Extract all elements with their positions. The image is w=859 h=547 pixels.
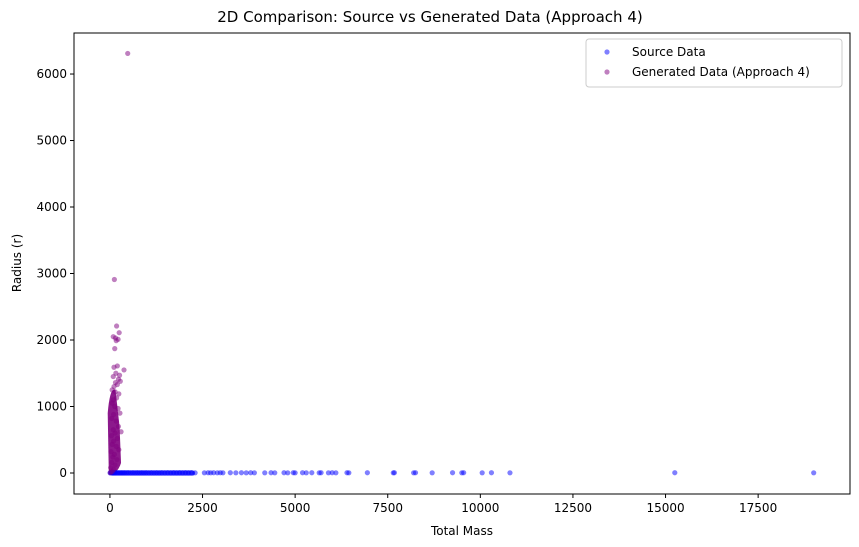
data-point [117, 410, 123, 416]
x-tick-label: 0 [106, 501, 114, 515]
data-point [268, 470, 274, 476]
data-point [116, 391, 122, 397]
x-tick-label: 7500 [372, 501, 403, 515]
y-axis-label: Radius (r) [10, 234, 24, 292]
data-point [117, 378, 123, 384]
legend-label-generated: Generated Data (Approach 4) [632, 65, 810, 79]
legend-marker-generated-icon [604, 69, 610, 75]
data-point [114, 457, 120, 463]
data-point [111, 276, 117, 283]
data-point [479, 470, 485, 476]
data-point [114, 435, 120, 442]
y-tick-label: 2000 [36, 333, 67, 347]
data-point [201, 470, 207, 476]
data-point [672, 470, 678, 476]
data-point [111, 411, 117, 418]
data-point [318, 470, 324, 476]
x-tick-label: 10000 [461, 501, 499, 515]
data-point [220, 470, 226, 476]
data-point [110, 454, 116, 460]
y-tick-label: 3000 [36, 267, 67, 281]
data-point [412, 470, 419, 476]
data-point [391, 470, 398, 476]
data-point [329, 470, 335, 476]
data-point [233, 470, 239, 476]
data-point [243, 470, 249, 476]
data-point [211, 470, 217, 476]
data-point [429, 470, 435, 476]
data-point [107, 470, 113, 476]
data-point [115, 423, 122, 430]
data-point [507, 470, 513, 476]
data-point [113, 323, 120, 329]
data-point [272, 470, 278, 476]
x-tick-label: 17500 [739, 501, 777, 515]
y-tick-label: 1000 [36, 399, 67, 413]
y-tick-label: 6000 [36, 67, 67, 81]
data-point [303, 470, 309, 476]
legend-marker-source-icon [604, 49, 610, 55]
data-point [116, 330, 122, 336]
data-point [248, 470, 254, 476]
axes-frame [73, 32, 851, 495]
data-point [461, 470, 467, 476]
data-point [364, 470, 370, 476]
chart-title: 2D Comparison: Source vs Generated Data … [217, 8, 642, 26]
data-point [110, 373, 116, 380]
data-point [238, 470, 245, 476]
y-tick-label: 0 [59, 466, 67, 480]
data-point [309, 470, 315, 476]
y-tick-label: 5000 [36, 134, 67, 148]
data-point [449, 470, 456, 476]
legend: Source Data Generated Data (Approach 4) [585, 38, 843, 88]
legend-label-source: Source Data [632, 45, 706, 59]
data-point [488, 470, 495, 476]
legend-box [585, 38, 843, 88]
data-point [188, 470, 195, 476]
data-point [299, 470, 306, 476]
x-tick-label: 12500 [554, 501, 592, 515]
data-point [116, 447, 122, 453]
y-axis-ticks: 0 1000 2000 3000 4000 5000 6000 [36, 67, 74, 480]
data-point [285, 470, 291, 476]
data-point [109, 441, 115, 447]
x-tick-label: 2500 [187, 501, 218, 515]
data-point [251, 470, 257, 476]
data-point [112, 430, 118, 436]
data-point [227, 470, 233, 476]
data-point [111, 364, 117, 370]
x-tick-label: 5000 [280, 501, 311, 515]
data-point [112, 462, 118, 468]
data-point [346, 470, 352, 476]
data-point [333, 470, 339, 476]
data-point [115, 405, 121, 412]
data-point [125, 50, 131, 57]
data-point [114, 381, 120, 388]
data-point [325, 470, 332, 476]
plot-area [107, 50, 817, 476]
data-point [116, 372, 123, 378]
x-axis-label: Total Mass [430, 524, 493, 538]
x-tick-label: 15000 [646, 501, 684, 515]
data-point [112, 346, 118, 352]
data-point [108, 433, 115, 439]
x-axis-ticks: 0 2500 5000 7500 10000 12500 15000 17500 [106, 494, 777, 515]
data-point [192, 470, 198, 476]
data-point [262, 470, 268, 476]
data-point [109, 415, 115, 422]
data-point [113, 418, 119, 424]
data-point [121, 367, 127, 373]
data-point [811, 470, 817, 476]
y-tick-label: 4000 [36, 200, 67, 214]
source-data-points [107, 470, 817, 476]
generated-data-points [107, 50, 131, 476]
data-point [113, 338, 119, 344]
data-point [292, 470, 298, 476]
data-point [281, 470, 287, 476]
data-point [118, 429, 124, 435]
